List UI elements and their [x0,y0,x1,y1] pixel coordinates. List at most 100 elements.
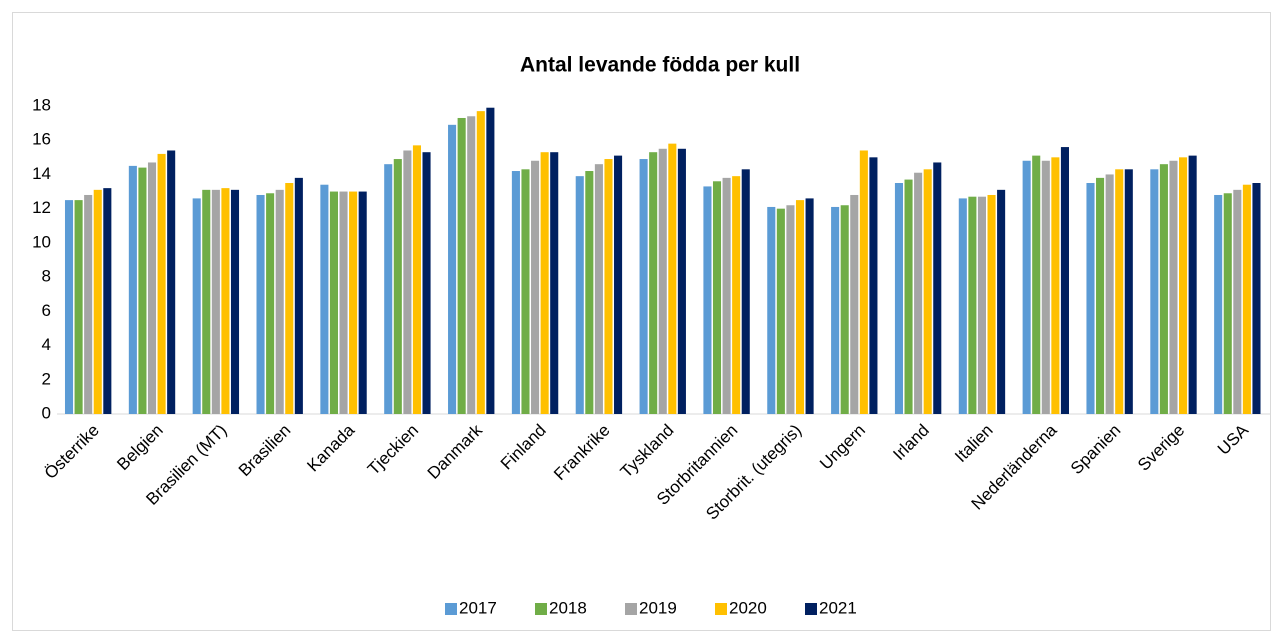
legend-swatch [715,603,727,615]
bar [320,184,329,414]
legend-label: 2019 [639,598,677,617]
y-tick-label: 4 [42,335,51,354]
bar [894,183,904,414]
bar [1115,169,1124,414]
legend-label: 2020 [729,598,767,617]
bar [531,160,540,414]
legend-label: 2021 [819,598,857,617]
bar [358,191,367,414]
y-tick-label: 10 [32,232,51,251]
bar [285,183,294,414]
bar [668,143,677,414]
bar [1223,193,1232,414]
bar [795,200,805,414]
y-tick-label: 18 [32,95,51,114]
bar [658,148,667,414]
y-tick-label: 14 [32,164,51,183]
bar [138,167,147,414]
bar [1124,169,1133,414]
bar [1159,164,1168,414]
bar [403,150,412,414]
bar [977,196,986,414]
bar [831,206,840,414]
y-tick-label: 2 [42,369,51,388]
bar [1041,160,1050,414]
bar [575,176,584,414]
bar [987,194,996,414]
y-tick-label: 12 [32,198,51,217]
bar [859,150,868,414]
y-tick-label: 16 [32,130,51,149]
bar [457,117,466,414]
bar [904,179,913,414]
bar [412,145,421,414]
bar [339,191,348,414]
bar [103,188,112,414]
bar [349,191,358,414]
bar [422,152,431,414]
bar [1150,169,1159,414]
bar [384,164,393,414]
bar [211,189,220,414]
bar [540,152,549,414]
bar [1060,147,1069,415]
bar [74,200,83,414]
bar [1096,177,1105,414]
legend-swatch [535,603,547,615]
bar [294,177,303,414]
bar [732,176,741,414]
bar [1105,174,1114,414]
bar [958,198,967,414]
legend-label: 2018 [549,598,587,617]
bar [1022,160,1031,414]
bar [741,169,750,414]
legend-swatch [445,603,457,615]
bar [147,162,157,414]
bar [1188,155,1197,414]
bar [914,172,923,414]
bar [869,157,878,415]
bar [393,159,402,414]
bar [776,208,785,414]
bar [722,177,731,414]
bar [767,206,776,414]
y-tick-label: 0 [42,403,51,422]
bar [614,155,623,414]
bar [221,188,230,414]
bar [1214,194,1223,414]
bar [1233,189,1242,414]
bar [703,186,712,414]
bar [850,194,859,414]
bar [448,124,457,415]
bar [649,152,658,414]
bar [997,189,1006,414]
bar [1032,155,1041,414]
bar [476,111,485,414]
bar [677,148,686,414]
bar [157,153,166,414]
bar [712,181,722,414]
y-tick-label: 8 [42,267,51,286]
bar [923,169,932,414]
bar [1169,160,1178,414]
bar [521,169,530,414]
y-tick-label: 6 [42,301,51,320]
bar [167,150,176,414]
bar [84,194,93,414]
bar [486,107,495,414]
bar [594,164,603,414]
bar [805,198,814,414]
bar [1252,183,1261,414]
bar [266,193,275,414]
bar [1086,183,1095,414]
bar [275,189,284,414]
bar [467,116,476,415]
bar [202,189,211,414]
bar [840,205,849,414]
chart-title: Antal levande födda per kull [520,54,800,77]
bar [511,171,520,414]
bar [550,152,559,414]
bar [1242,184,1251,414]
legend-swatch [625,603,637,615]
